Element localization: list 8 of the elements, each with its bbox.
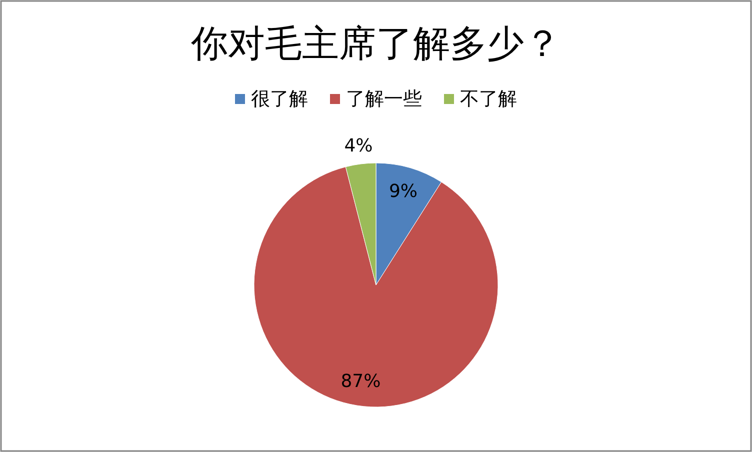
data-label: 4% [344, 136, 373, 157]
pie-slice [254, 166, 498, 408]
data-label: 9% [388, 180, 418, 202]
legend-label: 不了解 [460, 88, 517, 110]
legend-label: 了解一些 [346, 88, 422, 110]
legend-label: 很了解 [251, 88, 308, 110]
chart-title: 你对毛主席了解多少？ [190, 22, 561, 65]
data-label: 87% [340, 370, 381, 392]
